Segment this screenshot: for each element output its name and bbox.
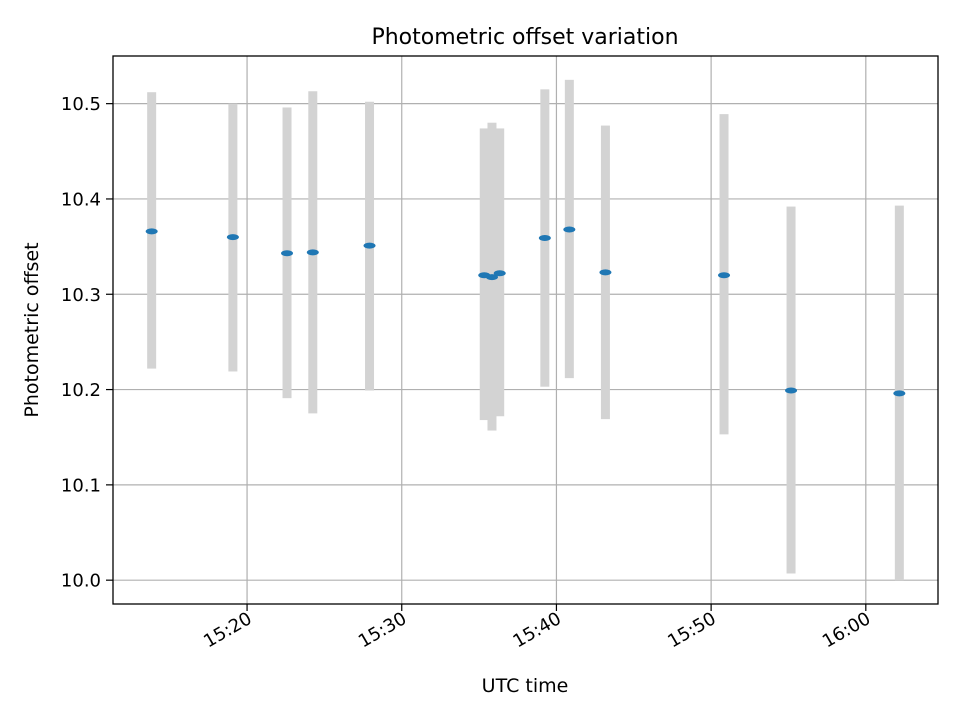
- data-point: [281, 250, 294, 257]
- data-point: [493, 270, 506, 277]
- data-point: [718, 272, 731, 279]
- data-point: [145, 228, 158, 235]
- x-tick-layer: 15:20 15:30 15:40 15:50 16:00: [200, 604, 874, 652]
- data-point: [893, 390, 906, 397]
- y-tick-label: 10.0: [61, 571, 101, 592]
- y-tick-label: 10.3: [61, 285, 101, 306]
- data-point: [306, 249, 319, 256]
- y-tick-label: 10.4: [61, 189, 101, 210]
- x-tick-label: 15:50: [664, 608, 719, 652]
- data-point: [785, 387, 798, 394]
- data-point: [599, 269, 612, 276]
- point-layer: [145, 226, 906, 397]
- x-tick-label: 15:20: [200, 608, 255, 652]
- data-point: [563, 226, 576, 233]
- grid-layer: [113, 56, 938, 604]
- y-tick-label: 10.5: [61, 94, 101, 115]
- data-point: [226, 234, 239, 241]
- errorbar-layer: [147, 79, 904, 581]
- chart-title: Photometric offset variation: [371, 25, 678, 50]
- data-point: [485, 274, 498, 281]
- y-tick-label: 10.1: [61, 475, 101, 496]
- plot-frame: [112, 55, 939, 605]
- data-point: [538, 235, 551, 242]
- y-tick-label: 10.2: [61, 380, 101, 401]
- x-axis-label: UTC time: [482, 675, 569, 697]
- y-tick-layer: 10.0 10.1 10.2 10.3 10.4 10.5: [61, 94, 113, 592]
- x-tick-label: 15:40: [510, 608, 565, 652]
- y-axis-label: Photometric offset: [21, 242, 43, 417]
- x-tick-label: 15:30: [355, 608, 410, 652]
- data-point: [363, 242, 376, 249]
- x-tick-label: 16:00: [819, 608, 874, 652]
